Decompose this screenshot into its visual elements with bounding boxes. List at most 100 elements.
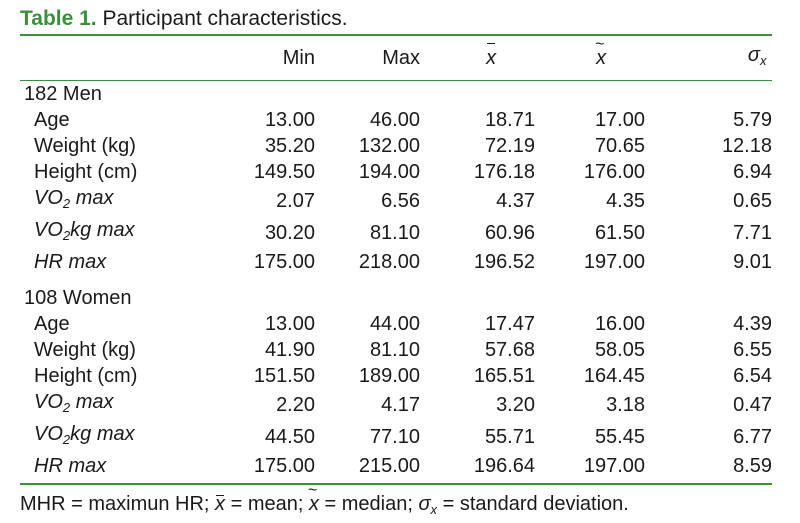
cell-max: 6.56 <box>381 190 420 212</box>
cell-sd: 6.55 <box>733 339 772 361</box>
header-row: Min Max x ~ x σx <box>20 36 772 80</box>
cell-min: 149.50 <box>253 161 315 183</box>
table-row: VO2 max 2.20 4.17 3.20 3.18 0.47 <box>20 389 772 421</box>
caption-label: Table 1. <box>20 7 97 30</box>
cell-sd: 9.01 <box>733 251 772 273</box>
cell-mean: 18.71 <box>484 109 535 131</box>
table-row: VO2kg max 44.50 77.10 55.71 55.45 6.77 <box>20 421 772 453</box>
group-title: 182 Men <box>24 83 102 105</box>
cell-min: 44.50 <box>264 426 315 448</box>
table-row: Age 13.00 44.00 17.47 16.00 4.39 <box>20 311 772 337</box>
cell-mean: 176.18 <box>473 161 535 183</box>
cell-median: 17.00 <box>594 109 645 131</box>
row-label: Weight (kg) <box>34 135 136 157</box>
cell-median: 197.00 <box>583 455 645 477</box>
row-label: VO2kg max <box>34 219 135 243</box>
cell-mean: 165.51 <box>473 365 535 387</box>
header-median: ~ x <box>535 36 645 80</box>
row-label: Age <box>34 313 70 335</box>
table-row: Height (cm) 149.50 194.00 176.18 176.00 6.94 <box>20 159 772 185</box>
header-sd: σx <box>747 44 767 68</box>
cell-median: 70.65 <box>594 135 645 157</box>
cell-min: 2.07 <box>276 190 315 212</box>
cell-median: 4.35 <box>606 190 645 212</box>
mean-symbol: x <box>486 39 496 77</box>
cell-sd: 6.94 <box>733 161 772 183</box>
row-label: VO2 max <box>34 187 114 211</box>
cell-max: 215.00 <box>358 455 420 477</box>
table-footnote: MHR = maximun HR; x = mean; ~ x = median;… <box>20 482 629 517</box>
cell-max: 4.17 <box>381 394 420 416</box>
cell-max: 81.10 <box>369 222 420 244</box>
header-blank <box>20 36 205 80</box>
group-title: 108 Women <box>24 287 132 309</box>
median-symbol: ~ x <box>595 36 607 69</box>
characteristics-body: 182 Men Age 13.00 46.00 18.71 17.00 5.79 Weight… <box>20 81 772 479</box>
top-rule <box>20 34 772 36</box>
cell-sd: 6.77 <box>733 426 772 448</box>
characteristics-table: Min Max x ~ x σx <box>20 36 772 80</box>
cell-median: 164.45 <box>583 365 645 387</box>
table-caption: Table 1. Participant characteristics. <box>20 0 800 34</box>
cell-median: 58.05 <box>594 339 645 361</box>
cell-median: 61.50 <box>594 222 645 244</box>
row-label: Height (cm) <box>34 161 138 183</box>
row-label: HR max <box>34 455 107 477</box>
group-header-row: 182 Men <box>20 81 772 107</box>
table-row: Weight (kg) 41.90 81.10 57.68 58.05 6.55 <box>20 337 772 363</box>
cell-sd: 6.54 <box>733 365 772 387</box>
cell-mean: 3.20 <box>496 394 535 416</box>
header-rule <box>20 80 772 81</box>
cell-median: 55.45 <box>594 426 645 448</box>
cell-mean: 4.37 <box>496 190 535 212</box>
table-row: VO2kg max 30.20 81.10 60.96 61.50 7.71 <box>20 217 772 249</box>
header-min: Min <box>282 47 315 69</box>
cell-mean: 196.64 <box>473 455 535 477</box>
row-label: VO2kg max <box>34 423 135 447</box>
cell-max: 46.00 <box>369 109 420 131</box>
row-label: Age <box>34 109 70 131</box>
cell-sd: 0.65 <box>733 190 772 212</box>
cell-min: 175.00 <box>253 251 315 273</box>
table-row: HR max 175.00 218.00 196.52 197.00 9.01 <box>20 249 772 275</box>
cell-median: 197.00 <box>583 251 645 273</box>
cell-max: 194.00 <box>358 161 420 183</box>
cell-median: 16.00 <box>594 313 645 335</box>
cell-min: 2.20 <box>276 394 315 416</box>
cell-sd: 12.18 <box>721 135 772 157</box>
cell-min: 30.20 <box>264 222 315 244</box>
cell-max: 132.00 <box>358 135 420 157</box>
cell-max: 81.10 <box>369 339 420 361</box>
cell-sd: 4.39 <box>733 313 772 335</box>
cell-max: 189.00 <box>358 365 420 387</box>
table-row: Age 13.00 46.00 18.71 17.00 5.79 <box>20 107 772 133</box>
cell-median: 3.18 <box>606 394 645 416</box>
cell-mean: 72.19 <box>484 135 535 157</box>
group-spacer <box>20 275 772 285</box>
cell-min: 13.00 <box>264 109 315 131</box>
cell-mean: 60.96 <box>484 222 535 244</box>
cell-mean: 55.71 <box>484 426 535 448</box>
footnote-median-symbol: ~ x <box>307 482 319 515</box>
row-label: VO2 max <box>34 391 114 415</box>
cell-max: 218.00 <box>358 251 420 273</box>
cell-max: 44.00 <box>369 313 420 335</box>
group-header-row: 108 Women <box>20 285 772 311</box>
header-mean: x <box>420 36 535 80</box>
footnote-mean-symbol: x <box>215 493 226 515</box>
table-row: VO2 max 2.07 6.56 4.37 4.35 0.65 <box>20 185 772 217</box>
table-row: Weight (kg) 35.20 132.00 72.19 70.65 12.18 <box>20 133 772 159</box>
table-row: HR max 175.00 215.00 196.64 197.00 8.59 <box>20 453 772 479</box>
cell-sd: 8.59 <box>733 455 772 477</box>
table-figure: Table 1. Participant characteristics. Mi… <box>20 0 800 523</box>
cell-max: 77.10 <box>369 426 420 448</box>
cell-min: 41.90 <box>264 339 315 361</box>
cell-min: 13.00 <box>264 313 315 335</box>
cell-median: 176.00 <box>583 161 645 183</box>
cell-mean: 57.68 <box>484 339 535 361</box>
cell-sd: 7.71 <box>733 222 772 244</box>
cell-mean: 196.52 <box>473 251 535 273</box>
table-row: Height (cm) 151.50 189.00 165.51 164.45 6.54 <box>20 363 772 389</box>
row-label: Height (cm) <box>34 365 138 387</box>
cell-sd: 5.79 <box>733 109 772 131</box>
